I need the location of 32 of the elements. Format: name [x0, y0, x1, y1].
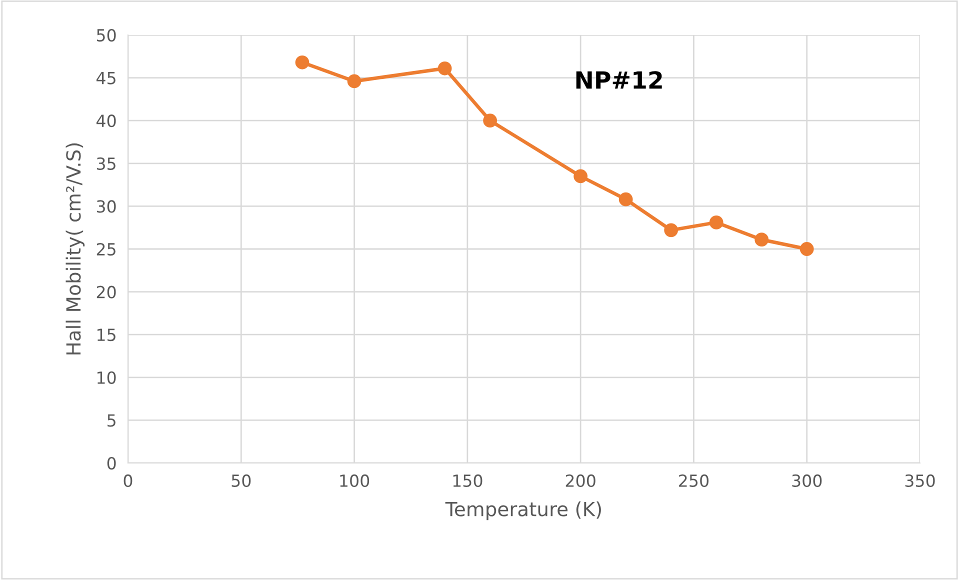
y-tick-label: 0	[107, 456, 116, 470]
point	[800, 242, 814, 256]
x-tick-label: 350	[905, 474, 935, 488]
y-tick-label: 25	[96, 242, 116, 256]
y-tick-label: 35	[96, 157, 116, 170]
point	[574, 169, 588, 184]
x-tick-label: 300	[792, 474, 822, 488]
x-tick-label: 250	[679, 474, 709, 488]
point	[483, 114, 497, 128]
y-tick-label: 20	[96, 286, 116, 298]
y-tick-label: 5	[108, 414, 116, 427]
x-tick-label: 200	[566, 474, 596, 488]
point	[438, 61, 452, 76]
annotation: NP#12	[576, 71, 662, 89]
y-axis-title: Hall Mobility( cm²/V.S)	[66, 143, 85, 354]
point	[709, 216, 724, 230]
x-tick-label: 150	[453, 474, 482, 488]
y-tick-label: 15	[98, 328, 116, 342]
point	[618, 192, 633, 206]
x-tick-label: 50	[232, 474, 251, 488]
x-tick-label: 0	[124, 474, 132, 488]
y-tick-label: 40	[96, 114, 116, 128]
x-axis-title: Temperature (K)	[445, 501, 601, 520]
y-tick-label: 45	[96, 72, 116, 84]
y-tick-label: 50	[96, 28, 116, 42]
point	[347, 74, 362, 88]
point	[754, 232, 769, 247]
point	[295, 55, 310, 70]
point	[664, 223, 678, 238]
x-tick-label: 100	[340, 474, 370, 488]
y-tick-label: 30	[96, 200, 116, 213]
y-tick-label: 10	[98, 371, 116, 384]
